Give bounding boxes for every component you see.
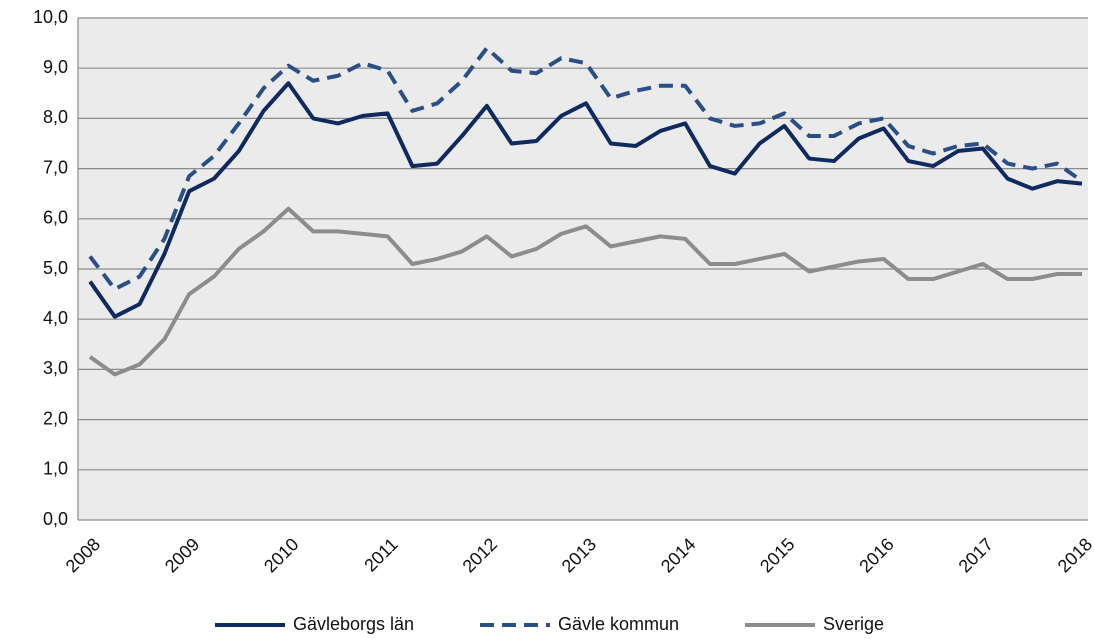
x-tick-label: 2012: [459, 534, 501, 576]
y-tick-label: 10,0: [33, 7, 68, 27]
x-tick-label: 2013: [558, 534, 600, 576]
y-tick-label: 6,0: [43, 208, 68, 228]
y-tick-label: 5,0: [43, 258, 68, 278]
y-tick-label: 0,0: [43, 509, 68, 529]
x-tick-label: 2014: [657, 534, 699, 576]
x-tick-label: 2011: [360, 534, 402, 576]
x-tick-label: 2017: [955, 534, 997, 576]
y-tick-label: 3,0: [43, 358, 68, 378]
y-tick-label: 8,0: [43, 107, 68, 127]
series-line: [88, 206, 1082, 377]
legend-label: Gävleborgs län: [293, 614, 414, 634]
y-tick-label: 1,0: [43, 459, 68, 479]
y-tick-label: 9,0: [43, 57, 68, 77]
x-tick-label: 2008: [62, 534, 104, 576]
x-tick-label: 2018: [1054, 534, 1094, 576]
legend-label: Gävle kommun: [558, 614, 679, 634]
x-tick-label: 2010: [260, 534, 302, 576]
legend-label: Sverige: [823, 614, 884, 634]
y-tick-label: 2,0: [43, 408, 68, 428]
y-tick-label: 7,0: [43, 157, 68, 177]
x-tick-label: 2016: [855, 534, 897, 576]
y-tick-label: 4,0: [43, 308, 68, 328]
series-line: [88, 81, 1083, 319]
x-tick-label: 2015: [756, 534, 798, 576]
x-tick-label: 2009: [161, 534, 203, 576]
